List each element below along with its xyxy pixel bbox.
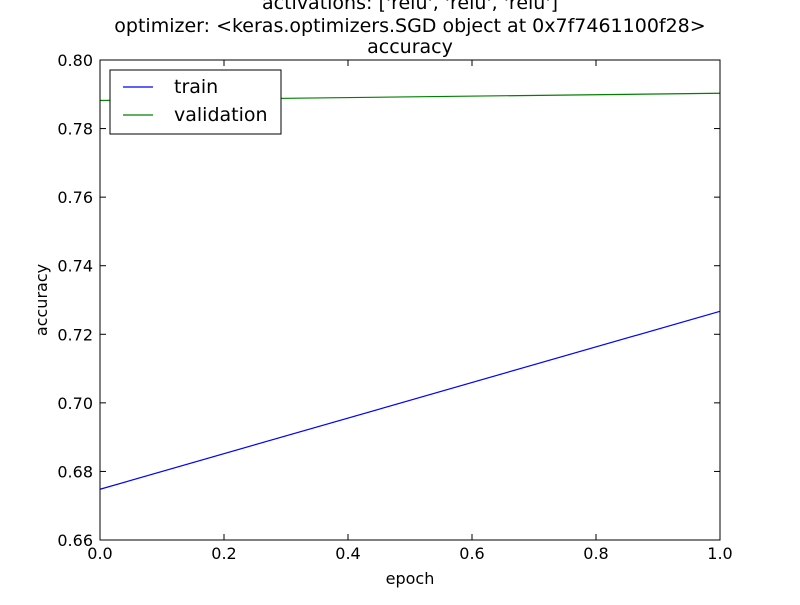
legend-box (109, 69, 282, 135)
legend-items: train validation (123, 76, 268, 126)
x-tick-label: 1.0 (707, 544, 732, 563)
legend-label-train: train (174, 76, 218, 98)
y-tick-label: 0.70 (57, 394, 93, 413)
y-tick-label: 0.74 (57, 257, 93, 276)
chart-title-line-1: activations: ['relu', 'relu', 'relu'] (262, 0, 558, 14)
y-tick-label: 0.68 (57, 462, 93, 481)
y-tick-label: 0.78 (57, 120, 93, 139)
x-tick-label: 0.2 (211, 544, 236, 563)
y-tick-label: 0.76 (57, 188, 93, 207)
legend-label-validation: validation (174, 104, 268, 126)
chart-title-line-3: accuracy (367, 36, 453, 58)
series-group (99, 92, 721, 490)
x-tick-label: 0.4 (335, 544, 360, 563)
y-tick-label: 0.80 (57, 51, 93, 70)
x-tick-label: 0.6 (459, 544, 484, 563)
plot-frame (99, 59, 721, 541)
x-axis-label: epoch (386, 569, 435, 588)
y-tick-label: 0.66 (57, 531, 93, 550)
series-line-train (99, 310, 721, 490)
y-tick-label: 0.72 (57, 325, 93, 344)
x-tick-label: 0.8 (583, 544, 608, 563)
ticks-group: 0.0 0.2 0.4 0.6 0.8 1.0 0.66 0.68 0.70 0.72 0.74 0.… (57, 51, 732, 563)
chart-title: activations: ['relu', 'relu', 'relu'] op… (114, 0, 705, 58)
x-tick-label: 0.0 (87, 544, 112, 563)
y-axis-label: accuracy (32, 264, 51, 336)
chart-title-line-2: optimizer: <keras.optimizers.SGD object … (114, 15, 705, 37)
legend: train validation (109, 69, 282, 135)
